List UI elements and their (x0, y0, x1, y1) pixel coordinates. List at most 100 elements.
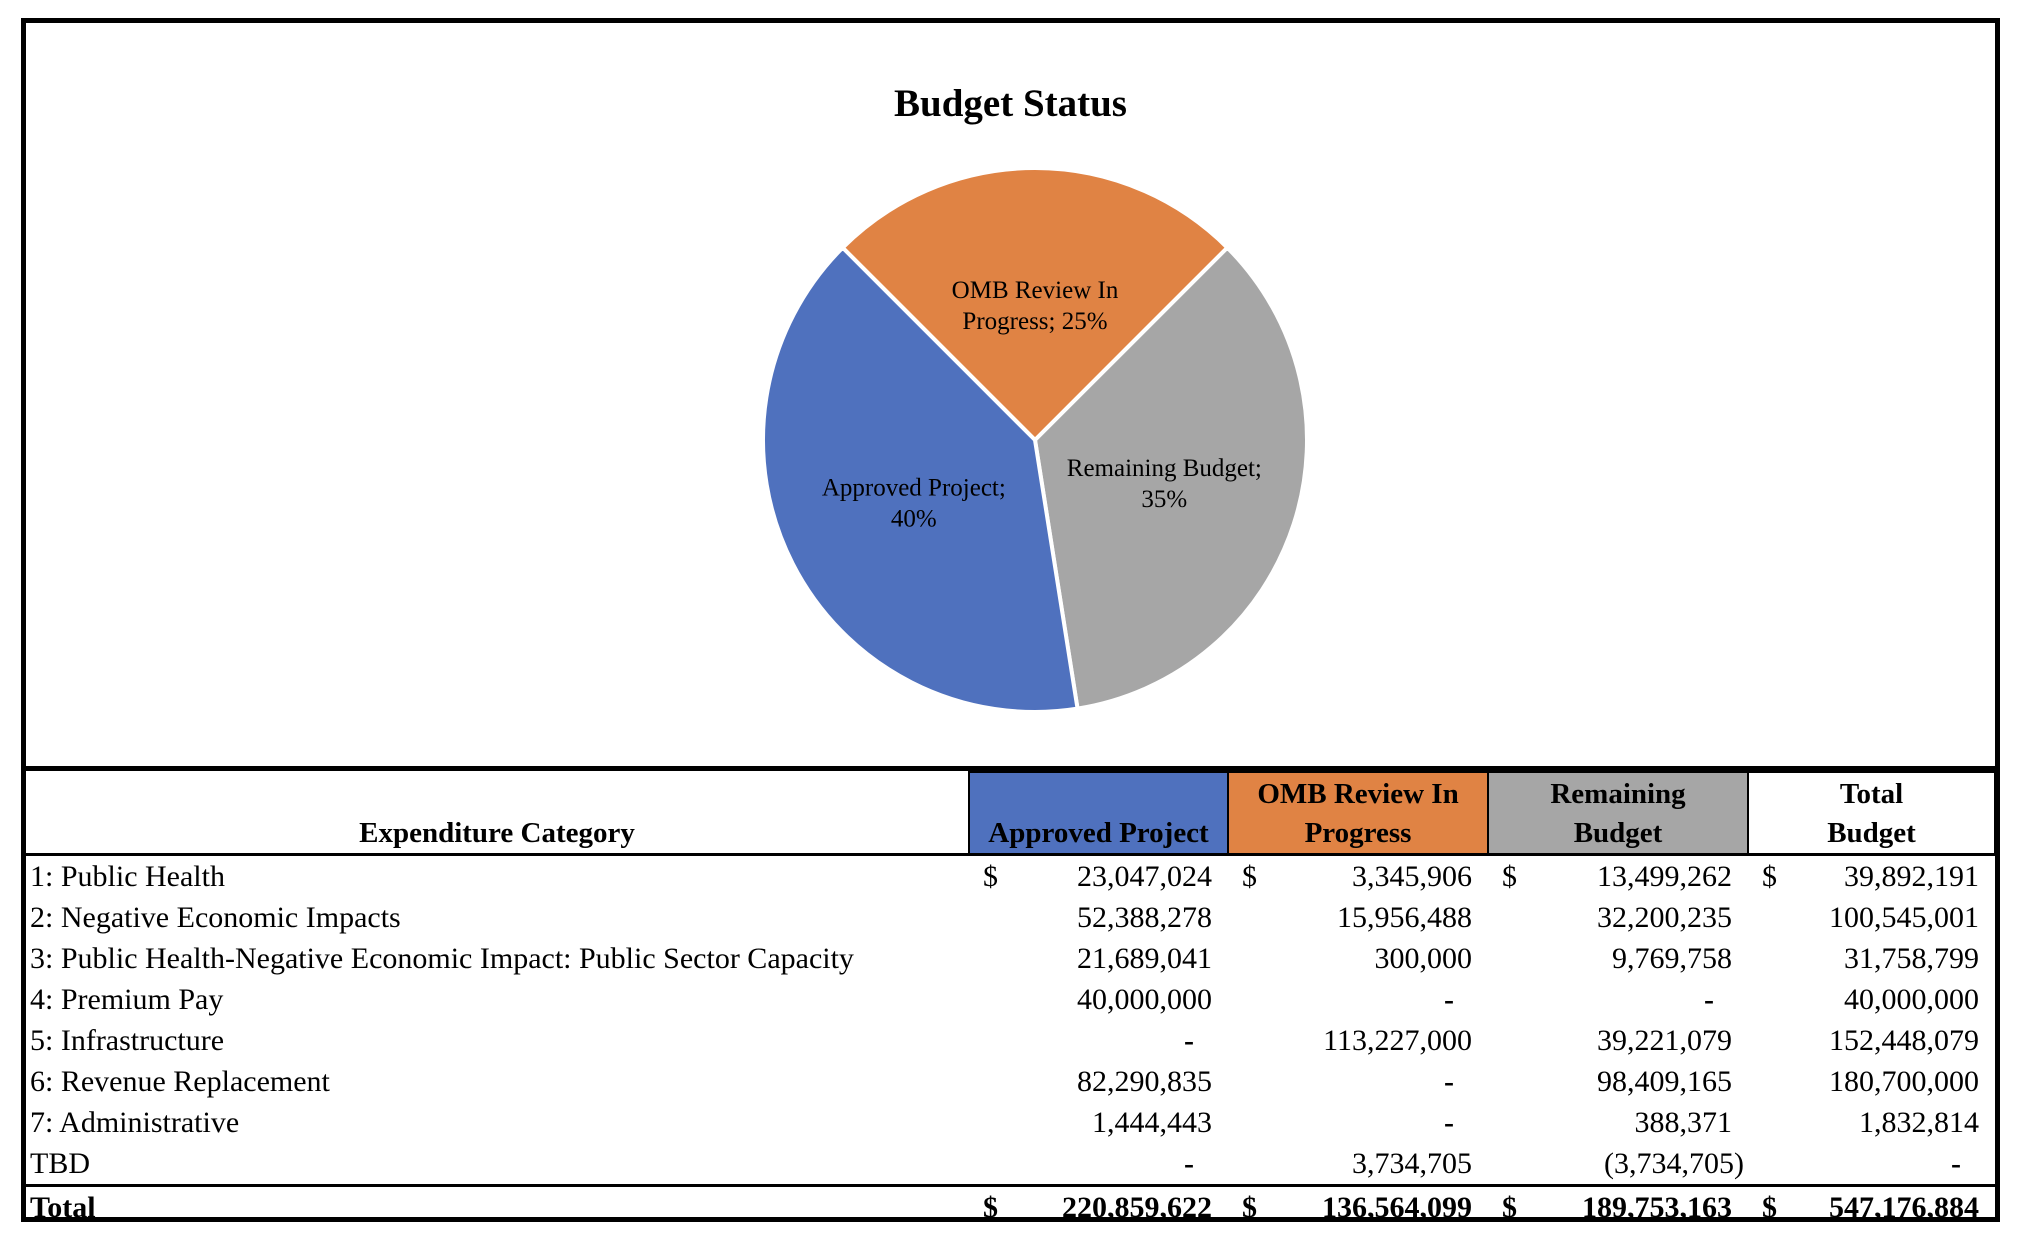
currency-symbol (969, 1102, 1017, 1143)
cell-omb: 15,956,488 (1337, 901, 1473, 934)
pie-chart-area: Budget Status OMB Review In Progress; 25%… (26, 23, 1995, 766)
currency-symbol (969, 1143, 1017, 1186)
cell-remaining: 388,371 (1634, 1106, 1733, 1139)
header-approved-project: Approved Project (967, 771, 1230, 856)
cell-omb: 3,345,906 (1352, 860, 1473, 893)
currency-symbol (1748, 1143, 1796, 1186)
cell-omb: - (1444, 1065, 1455, 1098)
row-category: 7: Administrative (30, 1106, 240, 1139)
budget-table: Expenditure Category Approved Project OM… (26, 771, 1997, 1228)
header-omb-line2: Progress (1304, 817, 1412, 849)
total-approved: 220,859,622 (1017, 1184, 1229, 1228)
currency-symbol (1748, 938, 1796, 979)
cell-remaining: 39,221,079 (1597, 1024, 1733, 1057)
pie-chart: OMB Review In Progress; 25% Remaining Budg… (761, 166, 1309, 714)
row-category: 4: Premium Pay (30, 983, 224, 1016)
report-frame: Budget Status OMB Review In Progress; 25%… (21, 18, 2000, 1228)
cell-total: - (1951, 1147, 1962, 1180)
cell-remaining: 9,769,758 (1612, 942, 1733, 975)
header-total-line1: Total (1839, 778, 1904, 810)
row-category: TBD (30, 1147, 90, 1180)
currency-symbol (1488, 1102, 1536, 1143)
total-label: Total (26, 1184, 969, 1228)
currency-symbol: $ (1502, 860, 1518, 893)
cell-omb: - (1444, 983, 1455, 1016)
table-row: 3: Public Health-Negative Economic Impac… (26, 938, 1995, 979)
header-remaining-budget: Remaining Budget (1487, 771, 1750, 856)
cell-approved: 82,290,835 (1077, 1065, 1213, 1098)
pie-slice-remaining-budget (1032, 244, 1309, 711)
currency-symbol (969, 1020, 1017, 1061)
header-omb-line1: OMB Review In (1257, 778, 1459, 810)
table-row: 5: Infrastructure - 113,227,000 39,221,079 1… (26, 1020, 1995, 1061)
currency-symbol (1748, 1102, 1796, 1143)
currency-symbol (1228, 1102, 1276, 1143)
header-omb-review: OMB Review In Progress (1227, 771, 1490, 856)
currency-symbol (1228, 1061, 1276, 1102)
pie-data-label: Approved Project; 40% (822, 475, 1006, 533)
row-category: 1: Public Health (30, 860, 225, 893)
table-row: TBD - 3,734,705 (3,734,705) - (26, 1143, 1995, 1186)
cell-total: 152,448,079 (1829, 1024, 1980, 1057)
header-total-line2: Budget (1827, 817, 1916, 849)
total-remaining: 189,753,163 (1536, 1184, 1749, 1228)
currency-symbol (1228, 938, 1276, 979)
cell-approved: 40,000,000 (1077, 983, 1213, 1016)
pie-slice-approved-project (761, 244, 1080, 714)
currency-symbol (969, 897, 1017, 938)
cell-approved: - (1184, 1147, 1195, 1180)
cell-remaining: 98,409,165 (1597, 1065, 1733, 1098)
pie-data-label: Remaining Budget; 35% (1067, 455, 1262, 513)
cell-approved: - (1184, 1024, 1195, 1057)
currency-symbol (969, 938, 1017, 979)
table-header-row: Expenditure Category Approved Project OM… (26, 771, 1997, 856)
table-row: 7: Administrative 1,444,443 - 388,371 1,832,… (26, 1102, 1995, 1143)
row-category: 2: Negative Economic Impacts (30, 901, 401, 934)
total-omb: 136,564,099 (1276, 1184, 1489, 1228)
cell-omb: 3,734,705 (1352, 1147, 1473, 1180)
currency-symbol: $ (1762, 860, 1778, 893)
cell-approved: 52,388,278 (1077, 901, 1213, 934)
currency-symbol (1228, 979, 1276, 1020)
currency-symbol (1488, 897, 1536, 938)
currency-symbol (1748, 897, 1796, 938)
row-category: 5: Infrastructure (30, 1024, 225, 1057)
header-remaining-line2: Budget (1573, 817, 1663, 849)
currency-symbol (1228, 897, 1276, 938)
currency-symbol (1748, 979, 1796, 1020)
table-row: 6: Revenue Replacement 82,290,835 - 98,409,… (26, 1061, 1995, 1102)
header-remaining-line1: Remaining (1550, 778, 1686, 810)
pie-data-label: OMB Review In Progress; 25% (952, 277, 1119, 335)
section-divider (26, 766, 1995, 771)
currency-symbol (1748, 1020, 1796, 1061)
cell-remaining: (3,734,705) (1604, 1147, 1745, 1180)
cell-omb: 113,227,000 (1323, 1024, 1473, 1057)
table-row: 2: Negative Economic Impacts 52,388,278 15… (26, 897, 1995, 938)
currency-symbol: $ (1228, 1184, 1277, 1228)
currency-symbol: $ (1748, 1184, 1797, 1228)
table-row: 1: Public Health $23,047,024 $3,345,906 $13… (26, 855, 1995, 898)
cell-approved: 1,444,443 (1092, 1106, 1213, 1139)
currency-symbol: $ (969, 1184, 1017, 1228)
cell-total: 100,545,001 (1829, 901, 1980, 934)
currency-symbol (1228, 1143, 1276, 1186)
currency-symbol (1488, 938, 1536, 979)
currency-symbol: $ (1242, 860, 1258, 893)
cell-remaining: 13,499,262 (1597, 860, 1733, 893)
currency-symbol: $ (983, 860, 998, 893)
cell-approved: 23,047,024 (1077, 860, 1213, 893)
cell-omb: - (1444, 1106, 1455, 1139)
currency-symbol (1748, 1061, 1796, 1102)
cell-total: 180,700,000 (1829, 1065, 1980, 1098)
currency-symbol (1488, 1020, 1536, 1061)
cell-total: 31,758,799 (1844, 942, 1980, 975)
cell-remaining: - (1704, 983, 1715, 1016)
header-expenditure-category: Expenditure Category (26, 772, 969, 856)
currency-symbol (1488, 1061, 1536, 1102)
currency-symbol (1488, 979, 1536, 1020)
total-total: 547,176,884 (1796, 1184, 1996, 1228)
chart-title: Budget Status (894, 82, 1127, 125)
cell-approved: 21,689,041 (1077, 942, 1213, 975)
cell-total: 1,832,814 (1859, 1106, 1980, 1139)
cell-omb: 300,000 (1374, 942, 1473, 975)
